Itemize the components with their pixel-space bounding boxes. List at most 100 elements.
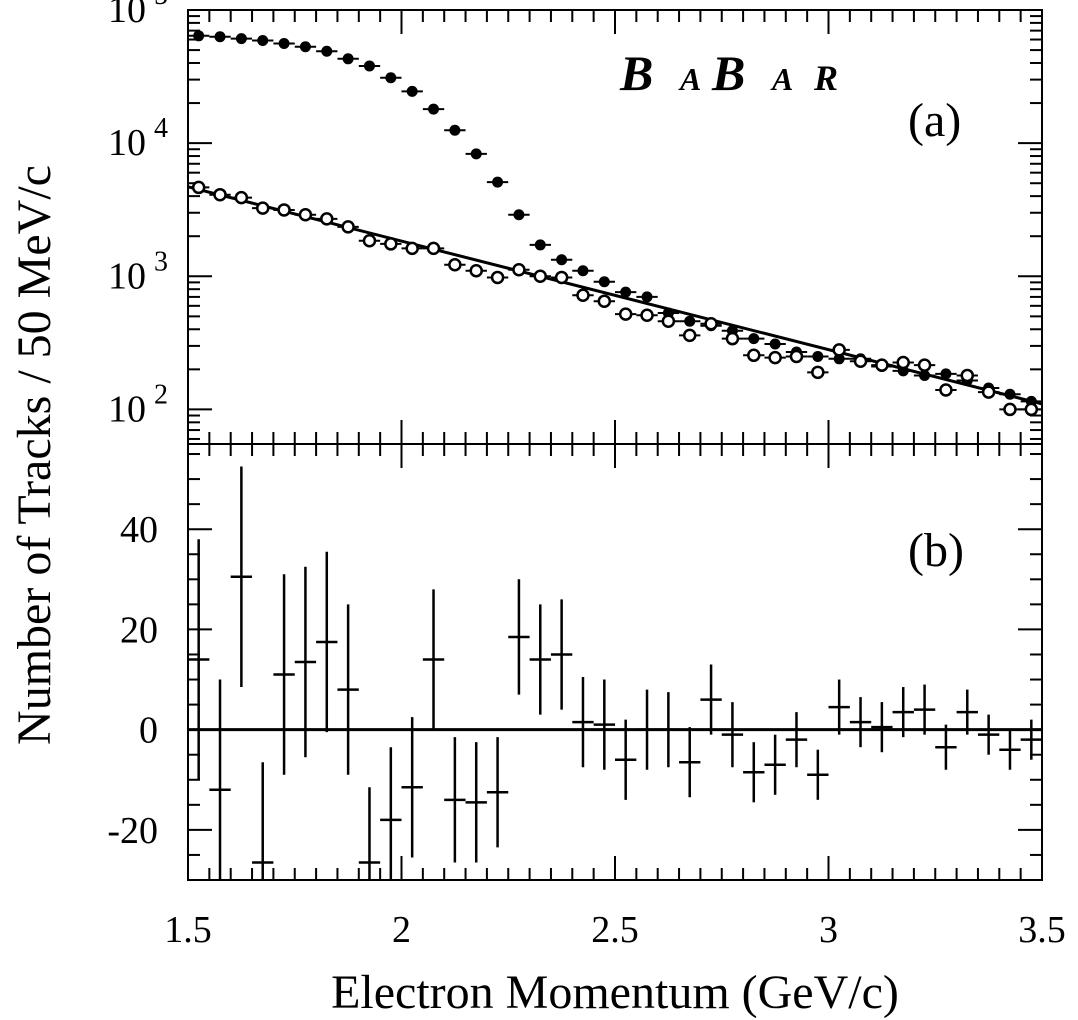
panel-a-open-point [213,187,227,202]
panel-a-open-point [341,220,355,234]
panel-a-open-point [277,203,291,217]
panel-a-filled-point [577,265,589,277]
panel-a-open-point [597,294,612,308]
babar-logo-letter-2: A [678,61,701,97]
panel-a-y-tick-labels: 102 103 104 105 [108,0,168,430]
panel-a-y-tick-label: 10 4 [108,113,168,164]
panel-a-open-point [981,385,996,399]
panel-a-filled-point [214,31,226,43]
panel-a-open-point [747,348,761,363]
panel-b-residual-series [188,466,1042,880]
panel-b-y-tick-label: 0 [139,710,158,752]
panel-a-filled-point [641,291,653,303]
panel-a-open-point [640,308,654,322]
panel-a-filled-point [363,60,375,72]
panel-a-filled-point [428,103,440,115]
panel-a-filled-point [513,209,525,221]
panel-a-open-point [917,358,932,372]
panel-a-open-point [960,368,975,383]
panel-a-filled-point [342,53,354,65]
babar-logo-letter-5: R [813,58,838,98]
panel-a-filled-point [385,72,397,84]
panel-a-filled-point [556,254,568,266]
panel-a: 102 103 104 105 (a) B A B A R [108,0,1043,445]
panel-a-open-point [298,207,313,222]
x-tick-label: 2.5 [591,909,639,951]
panel-a-filled-point [278,38,290,50]
panel-a-filled-point [257,35,269,47]
panel-a-filled-point [321,45,333,57]
x-tick-label: 1.5 [164,909,212,951]
panel-a-open-point [811,365,825,380]
panel-a-filled-point [299,41,311,53]
babar-logo-letter-1: B [619,45,653,101]
panel-a-filled-point [449,124,461,136]
panel-a-open-point [255,201,270,215]
panel-a-open-point [1024,402,1039,417]
panel-a-open-point [704,317,718,331]
panel-a-open-point [191,180,206,195]
panel-a-open-point [725,331,740,346]
panel-a-open-point [512,262,526,277]
panel-a-open-point [469,264,483,278]
panel-b: -20 0 20 40 (b) [107,443,1043,881]
panel-a-frame [187,9,1043,445]
panel-a-open-point [682,328,697,343]
x-axis-title: Electron Momentum (GeV/c) [331,966,899,1019]
babar-logo: B A B A R [619,45,838,101]
panel-b-y-tick-labels: -20 0 20 40 [107,509,158,852]
babar-logo-letter-3: B [711,45,745,101]
panel-a-open-point [490,270,505,285]
panel-a-open-point [618,307,633,321]
babar-logo-letter-4: A [770,61,793,97]
panel-a-open-point [426,241,441,256]
panel-a-open-point [661,314,676,328]
panel-a-open-point [234,190,249,205]
panel-a-open-point [939,383,953,397]
x-tick-label: 2 [392,909,411,951]
panel-a-open-point [448,258,462,272]
panel-a-open-point [362,233,377,248]
x-tick-label: 3.5 [1018,909,1066,951]
panel-a-open-point [554,270,569,285]
panel-a-filled-point [620,286,632,298]
panel-a-open-point [576,288,590,303]
panel-a-open-point [875,358,889,372]
panel-a-filled-point [769,338,781,350]
y-axis-title: Number of Tracks / 50 MeV/c [8,165,61,745]
panel-a-open-point [832,343,846,357]
panel-a-filled-point [534,239,546,251]
panel-a-open-series [188,180,1042,417]
panel-a-filled-point [812,350,824,362]
panel-a-ticks [187,9,1043,444]
panel-b-y-tick-label: -20 [107,810,158,852]
panel-a-open-point [1003,402,1017,417]
panel-a-y-tick-label: 10 2 [108,379,168,430]
panel-a-label: (a) [908,94,961,147]
panel-a-open-point [405,241,419,256]
panel-a-filled-point [492,176,504,188]
panel-b-label: (b) [908,524,964,577]
panel-a-filled-point [193,30,205,42]
x-tick-label: 3 [819,909,838,951]
panel-a-filled-point [598,276,610,288]
panel-a-open-point [768,350,782,365]
panel-a-filled-point [1004,388,1016,400]
panel-a-filled-point [406,85,418,97]
panel-a-open-point [789,349,804,364]
panel-a-open-point [384,237,398,251]
panel-b-y-tick-label: 40 [120,509,158,551]
panel-a-open-point [320,212,334,226]
panel-b-y-tick-label: 20 [120,609,158,651]
panel-a-filled-point [235,33,247,45]
panel-a-y-tick-label: 10 3 [108,246,168,297]
panel-a-open-point [896,355,910,370]
panel-a-open-point [853,354,868,369]
x-tick-labels: 1.5 2 2.5 3 3.5 [164,909,1066,951]
panel-a-filled-point [940,368,952,380]
panel-a-open-point [533,269,548,284]
panel-a-y-tick-label: 105 [108,0,168,31]
panel-a-filled-point [470,148,482,160]
panel-a-filled-point [684,315,696,327]
